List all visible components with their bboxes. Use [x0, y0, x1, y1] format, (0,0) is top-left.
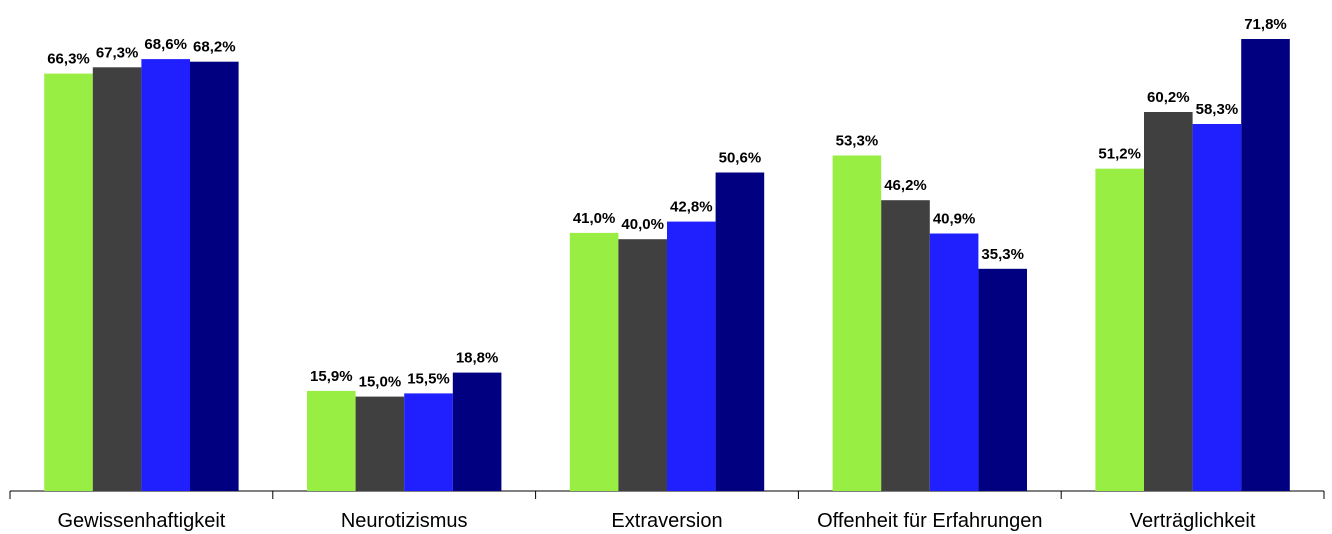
bar	[1241, 39, 1290, 491]
bar	[570, 233, 619, 491]
category-labels: Gewissenhaftigkeit Neurotizismus Extravers…	[57, 510, 1255, 532]
value-label: 67,3%	[96, 44, 139, 61]
value-label: 18,8%	[456, 350, 499, 367]
bar	[1095, 169, 1144, 491]
value-label: 68,6%	[144, 36, 187, 53]
value-label: 51,2%	[1098, 146, 1141, 163]
bar	[93, 67, 142, 491]
value-label: 35,3%	[981, 246, 1024, 263]
value-label: 42,8%	[670, 199, 713, 216]
bars-group	[44, 39, 1290, 491]
bar	[881, 200, 930, 491]
value-label: 58,3%	[1196, 101, 1239, 118]
value-label: 40,0%	[621, 216, 664, 233]
bar	[1144, 112, 1193, 491]
bar	[44, 74, 93, 491]
bar	[930, 234, 979, 492]
value-label: 15,5%	[407, 370, 450, 387]
bar	[307, 391, 356, 491]
bar	[141, 59, 190, 491]
bar	[190, 62, 239, 491]
category-label: Offenheit für Erfahrungen	[817, 510, 1042, 532]
bar	[667, 222, 716, 491]
value-label: 41,0%	[573, 210, 616, 227]
value-label: 15,0%	[359, 374, 402, 391]
bar	[404, 393, 453, 491]
bar	[453, 373, 502, 491]
value-label: 40,9%	[933, 211, 976, 228]
category-label: Extraversion	[611, 510, 722, 532]
category-label: Neurotizismus	[341, 510, 468, 532]
bar	[978, 269, 1027, 491]
category-label: Gewissenhaftigkeit	[57, 510, 225, 532]
bar	[356, 397, 405, 491]
value-label: 46,2%	[884, 177, 927, 194]
value-label: 66,3%	[47, 51, 90, 68]
value-label: 15,9%	[310, 368, 353, 385]
bar	[1193, 124, 1242, 491]
bar	[833, 156, 882, 492]
value-label: 71,8%	[1244, 16, 1287, 33]
x-axis-ticks	[10, 491, 1324, 499]
value-label: 68,2%	[193, 39, 236, 56]
value-label: 50,6%	[719, 150, 762, 167]
category-label: Verträglichkeit	[1130, 510, 1256, 532]
bar	[716, 173, 765, 492]
value-label: 53,3%	[836, 133, 879, 150]
value-label: 60,2%	[1147, 89, 1190, 106]
bar	[618, 239, 667, 491]
